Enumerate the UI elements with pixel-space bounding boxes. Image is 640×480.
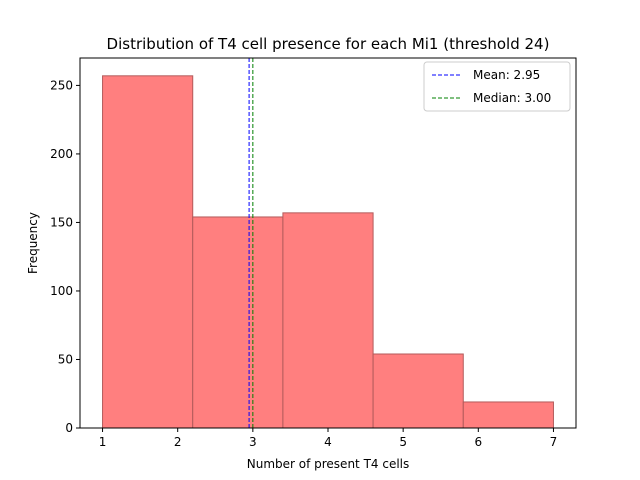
y-tick-label: 0 xyxy=(65,421,73,435)
histogram-bar xyxy=(192,216,284,429)
y-tick-label: 150 xyxy=(50,215,73,229)
y-axis-ticks: 0 50 100 150 200 250 xyxy=(50,78,80,435)
y-tick-label: 250 xyxy=(50,78,73,92)
y-tick-label: 100 xyxy=(50,284,73,298)
x-tick-label: 7 xyxy=(550,435,558,449)
histogram-bar xyxy=(372,353,464,429)
legend-box xyxy=(423,61,571,112)
bars-group xyxy=(102,75,554,429)
histogram-bar xyxy=(102,75,194,429)
x-tick-label: 1 xyxy=(99,435,107,449)
chart-title: Distribution of T4 cell presence for eac… xyxy=(107,35,550,53)
y-tick-label: 50 xyxy=(58,352,73,366)
reference-lines-group xyxy=(248,58,254,428)
legend-median-label: Median: 3.00 xyxy=(473,91,551,105)
y-axis-label: Frequency xyxy=(26,212,40,274)
legend: Mean: 2.95 Median: 3.00 xyxy=(423,61,571,112)
x-tick-label: 2 xyxy=(174,435,182,449)
x-tick-label: 3 xyxy=(249,435,257,449)
histogram-bar xyxy=(282,212,374,429)
x-tick-label: 5 xyxy=(399,435,407,449)
histogram-bar xyxy=(462,401,554,429)
x-axis-label: Number of present T4 cells xyxy=(247,457,410,471)
x-tick-label: 4 xyxy=(324,435,332,449)
y-tick-label: 200 xyxy=(50,147,73,161)
x-tick-label: 6 xyxy=(474,435,482,449)
x-axis-ticks: 1 2 3 4 5 6 7 xyxy=(99,428,558,449)
legend-mean-label: Mean: 2.95 xyxy=(473,68,540,82)
